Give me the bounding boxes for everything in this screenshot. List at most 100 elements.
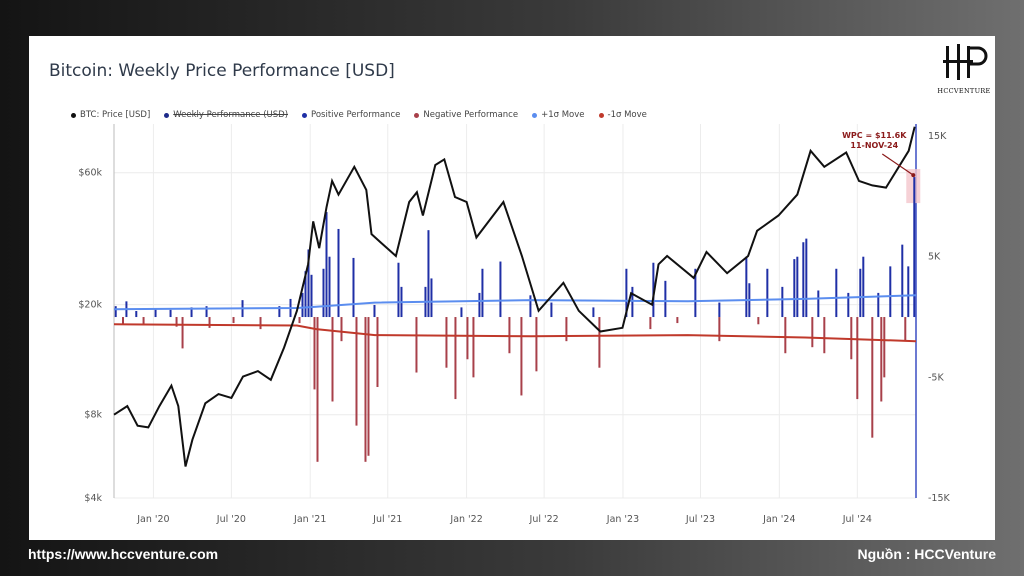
positive-bar: [877, 292, 880, 318]
negative-bar: [466, 317, 469, 360]
legend-label-plus-sigma: +1σ Move: [541, 110, 585, 120]
positive-bar: [478, 292, 481, 318]
x-tick-label: Jan '21: [293, 514, 326, 525]
legend-item-minus-sigma[interactable]: -1σ Move: [598, 110, 647, 120]
positive-bar: [397, 262, 400, 318]
x-tick-label: Jul '22: [529, 514, 559, 525]
negative-bar: [259, 317, 262, 330]
legend-label-negative: Negative Performance: [423, 110, 519, 120]
negative-bar: [856, 317, 859, 400]
negative-bar: [175, 317, 178, 327]
positive-bar: [889, 266, 892, 318]
minus-sigma-line: [113, 323, 917, 343]
left-tick-label: $4k: [84, 493, 102, 504]
negative-bar: [472, 317, 475, 378]
positive-bar: [278, 306, 281, 318]
positive-bar: [781, 286, 784, 318]
x-tick-label: Jul '21: [372, 514, 402, 525]
x-tick-label: Jul '24: [842, 514, 872, 525]
positive-bar: [427, 230, 430, 318]
legend-label-price: BTC: Price [USD]: [80, 110, 151, 120]
negative-bar: [520, 317, 523, 396]
positive-bar: [190, 307, 193, 318]
annotation-arrow: [881, 153, 914, 176]
chart-card: Bitcoin: Weekly Price Performance [USD] …: [29, 36, 995, 540]
negative-bar: [376, 317, 379, 388]
negative-bar: [784, 317, 787, 354]
negative-bar: [811, 317, 814, 348]
negative-bar: [208, 317, 211, 328]
positive-bar: [310, 274, 313, 318]
positive-bar: [328, 256, 331, 318]
positive-bar: [114, 306, 117, 318]
positive-bar: [913, 177, 916, 318]
positive-bar: [135, 311, 138, 318]
price-line: [113, 126, 916, 467]
positive-bar: [805, 238, 808, 318]
x-tick-label: Jul '23: [685, 514, 715, 525]
negative-bar: [454, 317, 457, 400]
legend-item-price[interactable]: BTC: Price [USD]: [71, 110, 150, 120]
negative-bar: [883, 317, 886, 378]
positive-bar: [322, 268, 325, 318]
positive-bar: [859, 268, 862, 318]
footer-source: Nguồn : HCCVenture: [857, 546, 996, 562]
negative-bar: [313, 317, 316, 390]
positive-bar: [652, 262, 655, 318]
positive-bar: [205, 306, 208, 318]
positive-bar: [817, 290, 820, 318]
legend-item-positive[interactable]: Positive Performance: [302, 110, 400, 120]
x-tick-label: Jan '24: [762, 514, 795, 525]
x-tick-label: Jan '23: [606, 514, 639, 525]
positive-bar: [169, 309, 172, 318]
negative-bar: [331, 317, 334, 402]
negative-bar: [415, 317, 418, 373]
negative-bar: [823, 317, 826, 354]
positive-bar: [325, 212, 328, 318]
negative-bar: [880, 317, 883, 402]
left-tick-label: $8k: [84, 410, 102, 421]
positive-bar: [499, 261, 502, 318]
positive-bar: [862, 256, 865, 318]
footer-url[interactable]: https://www.hccventure.com: [28, 546, 219, 562]
legend-item-plus-sigma[interactable]: +1σ Move: [532, 110, 585, 120]
x-tick-label: Jan '20: [136, 514, 169, 525]
positive-bar: [337, 228, 340, 318]
positive-bar: [847, 292, 850, 318]
legend-item-weekly[interactable]: Weekly Performance (USD): [164, 110, 288, 120]
negative-bar: [535, 317, 538, 372]
negative-bar: [355, 317, 358, 426]
positive-bar: [550, 302, 553, 318]
negative-bar: [232, 317, 235, 324]
legend-label-minus-sigma: -1σ Move: [607, 110, 647, 120]
negative-bar: [142, 317, 145, 326]
legend-label-positive: Positive Performance: [311, 110, 401, 120]
negative-bar: [121, 317, 124, 325]
positive-bar: [529, 295, 532, 318]
right-tick-label: 15K: [928, 131, 947, 142]
legend-label-weekly: Weekly Performance (USD): [173, 110, 289, 120]
chart-title: Bitcoin: Weekly Price Performance [USD]: [49, 61, 395, 81]
right-tick-label: 5K: [928, 252, 941, 263]
chart-legend: BTC: Price [USD] Weekly Performance (USD…: [71, 110, 647, 120]
positive-bar: [625, 268, 628, 318]
positive-bar: [592, 307, 595, 318]
negative-bar: [649, 317, 652, 330]
positive-bar: [793, 259, 796, 318]
annotation-line1: WPC = $11.6K: [842, 131, 907, 140]
positive-bar: [307, 249, 310, 318]
negative-bar: [298, 317, 301, 324]
positive-bar: [631, 286, 634, 318]
positive-bar: [664, 280, 667, 318]
positive-bar: [430, 278, 433, 318]
x-tick-label: Jan '22: [449, 514, 482, 525]
negative-bar: [676, 317, 679, 324]
logo-text: HCCVENTURE: [937, 87, 991, 95]
positive-bar: [745, 256, 748, 318]
negative-bar: [718, 317, 721, 342]
negative-bar: [340, 317, 343, 342]
negative-bar: [367, 317, 370, 456]
positive-bar: [352, 257, 355, 318]
positive-bar: [460, 307, 463, 318]
legend-item-negative[interactable]: Negative Performance: [414, 110, 518, 120]
